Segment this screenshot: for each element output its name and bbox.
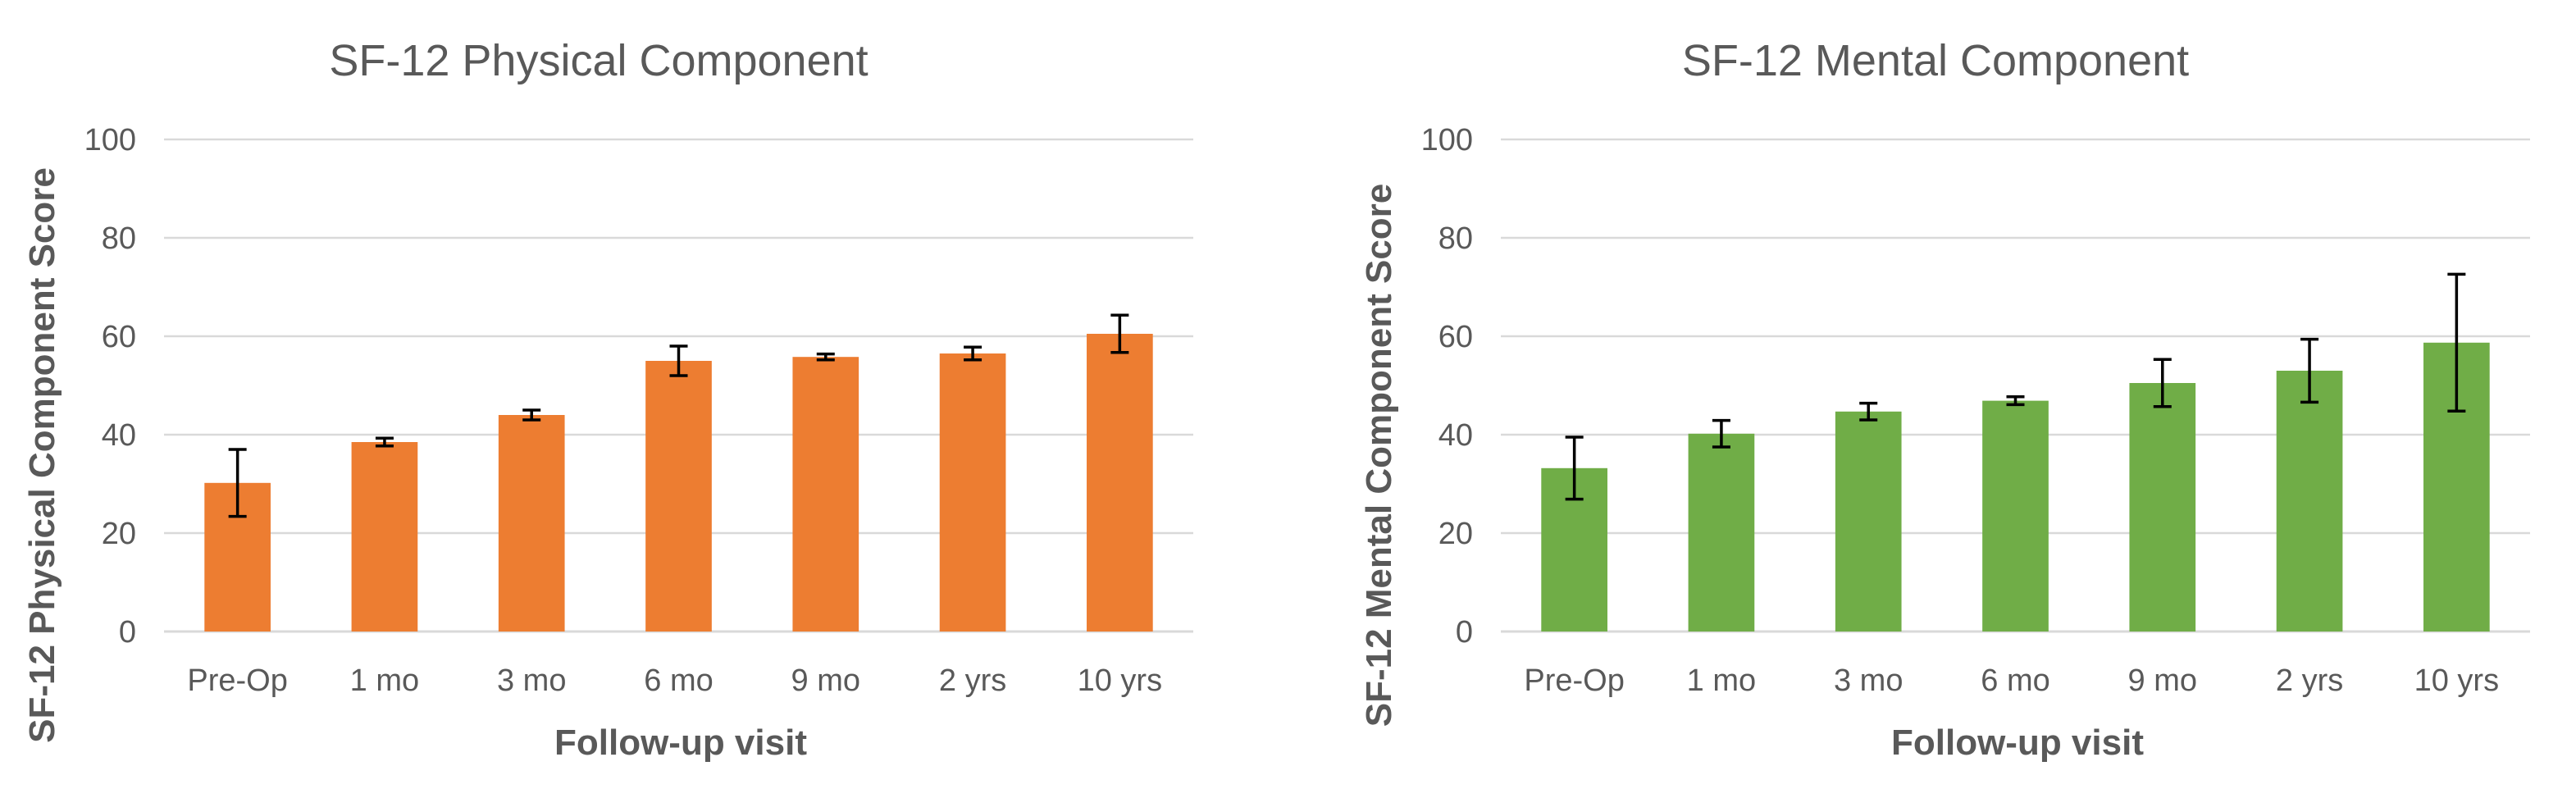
y-tick-60: 60 bbox=[102, 320, 136, 354]
y-axis-title: SF-12 Mental Component Score bbox=[1359, 184, 1399, 727]
bar-9-mo bbox=[792, 357, 859, 632]
x-tick-labels: Pre-Op 1 mo 3 mo 6 mo 9 mo 2 yrs 10 yrs bbox=[1524, 663, 2499, 698]
y-tick-20: 20 bbox=[102, 517, 136, 551]
bar-10-yrs bbox=[1087, 334, 1153, 632]
x-tick-6-mo: 6 mo bbox=[644, 663, 713, 698]
error-bar-6-mo bbox=[2006, 395, 2025, 407]
y-axis-title: SF-12 Physical Component Score bbox=[22, 167, 62, 743]
bar-1-mo bbox=[351, 442, 418, 632]
x-tick-1-mo: 1 mo bbox=[1687, 663, 1756, 698]
bars bbox=[1541, 342, 2490, 632]
y-tick-100: 100 bbox=[1421, 123, 1473, 157]
chart-title: SF-12 Physical Component bbox=[329, 36, 868, 85]
error-bar-3-mo bbox=[522, 408, 541, 422]
y-tick-20: 20 bbox=[1438, 517, 1473, 551]
x-tick-6-mo: 6 mo bbox=[1981, 663, 2049, 698]
x-tick-pre-op: Pre-Op bbox=[187, 663, 287, 698]
y-tick-0: 0 bbox=[1456, 615, 1473, 650]
bar-3-mo bbox=[498, 415, 565, 632]
error-bars bbox=[228, 313, 1129, 518]
bar-3-mo bbox=[1835, 411, 1902, 632]
x-axis-title: Follow-up visit bbox=[1891, 723, 2144, 763]
error-bar-10-yrs bbox=[2447, 272, 2466, 413]
y-tick-80: 80 bbox=[1438, 221, 1473, 256]
error-bar-1-mo bbox=[375, 436, 394, 448]
bar-9-mo bbox=[2129, 383, 2196, 632]
bars bbox=[204, 334, 1153, 632]
x-tick-10-yrs: 10 yrs bbox=[1078, 663, 1162, 698]
error-bar-6-mo bbox=[669, 344, 688, 377]
x-tick-10-yrs: 10 yrs bbox=[2414, 663, 2499, 698]
mental-chart-svg: SF-12 Mental Component 0 20 40 60 80 100 Pre-… bbox=[1359, 36, 2530, 763]
error-bar-9-mo bbox=[816, 352, 835, 362]
error-bar-pre-op bbox=[228, 448, 247, 518]
x-tick-1-mo: 1 mo bbox=[350, 663, 419, 698]
y-tick-labels: 0 20 40 60 80 100 bbox=[1421, 123, 1473, 650]
error-bar-pre-op bbox=[1565, 435, 1584, 501]
error-bars bbox=[1565, 272, 2466, 501]
bar-6-mo bbox=[1982, 400, 2049, 632]
bar-1-mo bbox=[1688, 433, 1755, 632]
y-tick-60: 60 bbox=[1438, 320, 1473, 354]
x-tick-3-mo: 3 mo bbox=[1834, 663, 1903, 698]
bar-6-mo bbox=[645, 361, 712, 632]
x-tick-pre-op: Pre-Op bbox=[1524, 663, 1624, 698]
x-tick-3-mo: 3 mo bbox=[497, 663, 566, 698]
error-bar-9-mo bbox=[2153, 358, 2172, 408]
error-bar-3-mo bbox=[1859, 401, 1878, 422]
chart-title: SF-12 Mental Component bbox=[1682, 36, 2189, 85]
bar-2-yrs bbox=[2276, 371, 2343, 632]
physical-chart-svg: SF-12 Physical Component 0 20 40 60 80 100 Pr… bbox=[22, 36, 1193, 763]
physical-component-chart: SF-12 Physical Component 0 20 40 60 80 100 Pr… bbox=[22, 36, 1193, 763]
mental-component-chart: SF-12 Mental Component 0 20 40 60 80 100 Pre-… bbox=[1337, 0, 2576, 798]
x-tick-2-yrs: 2 yrs bbox=[939, 663, 1006, 698]
error-bar-1-mo bbox=[1712, 418, 1730, 449]
y-tick-80: 80 bbox=[102, 221, 136, 256]
x-tick-2-yrs: 2 yrs bbox=[2276, 663, 2343, 698]
y-tick-40: 40 bbox=[102, 418, 136, 453]
y-tick-100: 100 bbox=[84, 123, 136, 157]
y-tick-40: 40 bbox=[1438, 418, 1473, 453]
bar-2-yrs bbox=[939, 353, 1006, 632]
x-tick-9-mo: 9 mo bbox=[791, 663, 860, 698]
error-bar-10-yrs bbox=[1110, 313, 1129, 354]
y-tick-0: 0 bbox=[119, 615, 136, 650]
y-tick-labels: 0 20 40 60 80 100 bbox=[84, 123, 136, 650]
error-bar-2-yrs bbox=[2300, 337, 2319, 404]
x-tick-9-mo: 9 mo bbox=[2128, 663, 2197, 698]
x-axis-title: Follow-up visit bbox=[554, 723, 807, 763]
x-tick-labels: Pre-Op 1 mo 3 mo 6 mo 9 mo 2 yrs 10 yrs bbox=[187, 663, 1162, 698]
error-bar-2-yrs bbox=[964, 345, 983, 362]
